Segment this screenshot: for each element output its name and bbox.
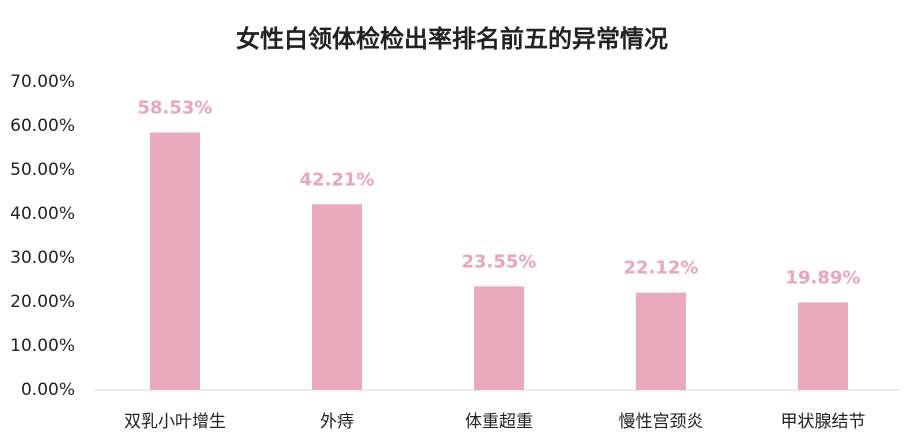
bar [636, 292, 686, 390]
value-label: 22.12% [624, 258, 699, 279]
x-tick-label: 慢性宫颈炎 [619, 411, 704, 432]
y-tick-label: 40.00% [10, 204, 75, 224]
bar [312, 204, 362, 390]
y-tick-label: 70.00% [10, 72, 75, 92]
chart-title: 女性白领体检检出率排名前五的异常情况 [236, 25, 668, 53]
y-tick-label: 50.00% [10, 160, 75, 180]
value-label: 19.89% [786, 267, 861, 288]
x-tick-label: 外痔 [320, 412, 354, 432]
y-tick-label: 0.00% [21, 380, 75, 400]
y-tick-label: 60.00% [10, 116, 75, 136]
value-label: 42.21% [300, 169, 375, 190]
x-tick-label: 双乳小叶增生 [124, 412, 226, 432]
value-label: 23.55% [462, 251, 537, 272]
value-label: 58.53% [138, 97, 213, 118]
bar [150, 132, 200, 390]
x-tick-label: 体重超重 [465, 412, 533, 432]
bar [474, 286, 524, 390]
y-tick-label: 10.00% [10, 336, 75, 356]
y-tick-label: 30.00% [10, 248, 75, 268]
bar [798, 302, 848, 390]
x-tick-label: 甲状腺结节 [781, 412, 866, 432]
y-tick-label: 20.00% [10, 292, 75, 312]
